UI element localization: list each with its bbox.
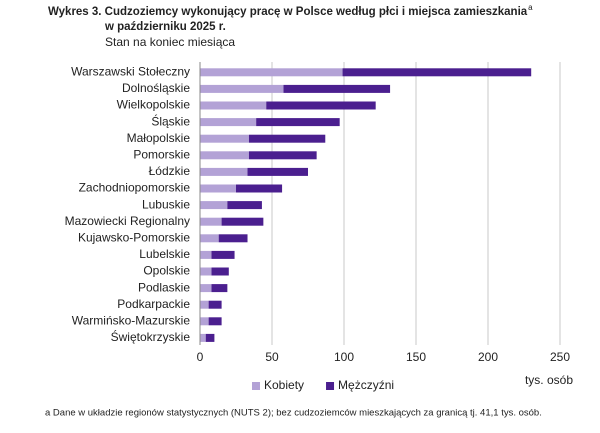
- y-tick-label: Wielkopolskie: [117, 98, 191, 112]
- bar-segment: [200, 300, 209, 309]
- bar-segment: [200, 317, 209, 326]
- bar-segment: [200, 250, 212, 259]
- bar-segment: [200, 333, 206, 342]
- bar-segment: [200, 201, 228, 210]
- bar-segment: [208, 300, 222, 309]
- bar-segment: [208, 317, 222, 326]
- bar-segment: [200, 217, 222, 226]
- bar-segment: [342, 68, 532, 77]
- x-tick-label: 250: [550, 350, 570, 364]
- bar-segment: [221, 217, 264, 226]
- footnote: a Dane w układzie regionów statystycznyc…: [45, 408, 542, 419]
- y-tick-label: Podlaskie: [138, 280, 190, 294]
- title-note: a: [528, 3, 533, 12]
- legend-swatch: [326, 382, 335, 390]
- bar-segment: [200, 134, 249, 143]
- bar-segment: [211, 284, 228, 293]
- bar-segment: [200, 234, 219, 243]
- bar-segment: [256, 118, 340, 127]
- x-tick-label: 50: [265, 350, 279, 364]
- bar-segment: [200, 84, 284, 93]
- bar-segment: [200, 267, 212, 276]
- x-tick-label: 100: [334, 350, 354, 364]
- bar-segment: [200, 184, 236, 193]
- legend-label: Mężczyźni: [338, 378, 394, 392]
- bar-segment: [266, 101, 376, 110]
- bar-segment: [211, 267, 229, 276]
- bar-segment: [200, 68, 343, 77]
- legend-swatch: [252, 382, 260, 390]
- bar-segment: [227, 201, 262, 210]
- bar-segment: [211, 250, 235, 259]
- y-tick-label: Mazowiecki Regionalny: [65, 214, 190, 228]
- x-axis-label: tys. osób: [525, 373, 573, 387]
- y-tick-label: Lubuskie: [142, 197, 190, 211]
- bar-segment: [248, 134, 326, 143]
- bar-segment: [236, 184, 283, 193]
- y-tick-label: Łódzkie: [149, 164, 191, 178]
- x-tick-label: 150: [406, 350, 426, 364]
- bar-segment: [205, 333, 215, 342]
- y-tick-label: Warmińsko-Mazurskie: [72, 313, 191, 327]
- y-tick-label: Podkarpackie: [117, 297, 190, 311]
- bar-segment: [200, 284, 212, 293]
- legend-label: Kobiety: [264, 378, 304, 392]
- y-tick-label: Pomorskie: [133, 147, 190, 161]
- y-tick-label: Świętokrzyskie: [111, 329, 191, 344]
- bar-segment: [248, 151, 317, 160]
- bar-segment: [283, 84, 391, 93]
- chart-title: w październiku 2025 r.: [104, 21, 226, 33]
- y-tick-label: Śląskie: [151, 113, 190, 128]
- bar-segment: [200, 151, 249, 160]
- y-tick-label: Warszawski Stołeczny: [71, 64, 190, 78]
- bar-segment: [218, 234, 248, 243]
- x-tick-label: 200: [478, 350, 498, 364]
- chart-subtitle: Stan na koniec miesiąca: [105, 35, 235, 49]
- y-tick-label: Zachodniopomorskie: [79, 181, 191, 195]
- chart-title: Wykres 3. Cudzoziemcy wykonujący pracę w…: [48, 6, 528, 18]
- y-tick-label: Małopolskie: [127, 131, 191, 145]
- x-tick-label: 0: [197, 350, 204, 364]
- y-tick-label: Dolnośląskie: [122, 81, 190, 95]
- bar-segment: [200, 101, 267, 110]
- y-tick-label: Kujawsko-Pomorskie: [78, 230, 190, 244]
- bar-segment: [200, 118, 257, 127]
- bar-segment: [200, 167, 248, 176]
- y-tick-label: Opolskie: [143, 264, 190, 278]
- y-tick-label: Lubelskie: [139, 247, 190, 261]
- bar-segment: [247, 167, 308, 176]
